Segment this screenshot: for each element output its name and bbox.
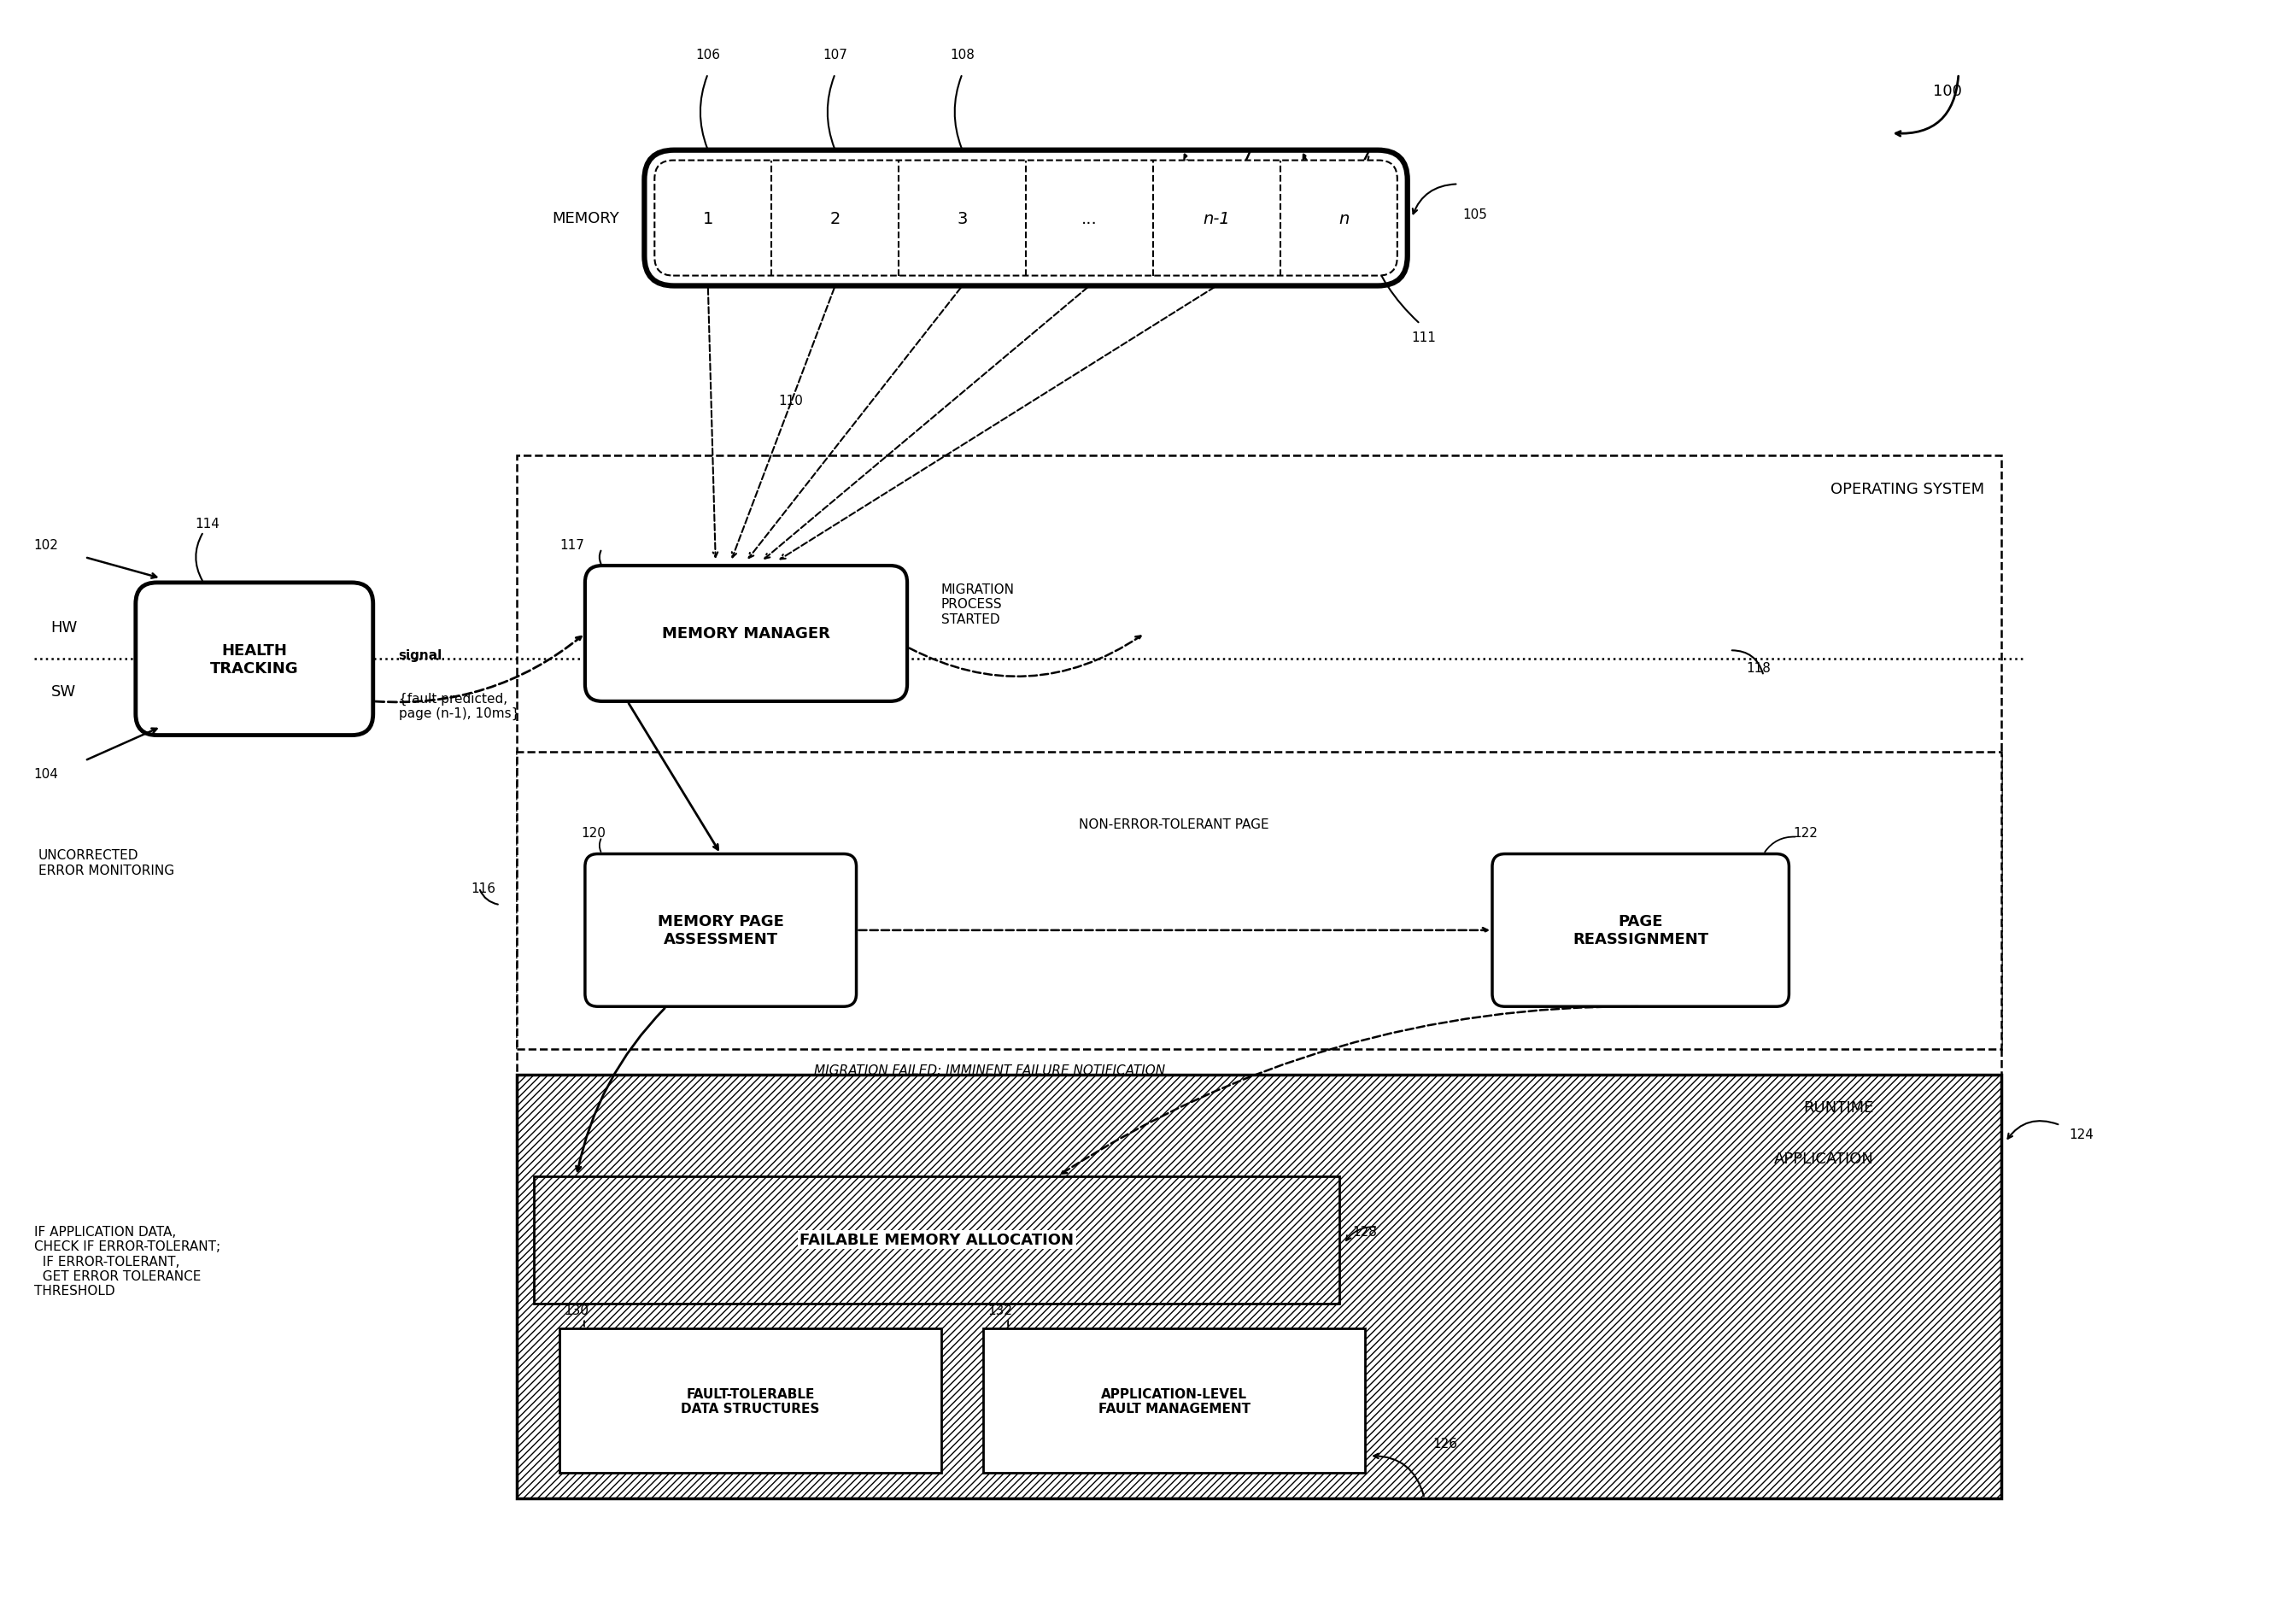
Text: 104: 104	[34, 768, 60, 781]
Text: UNCORRECTED
ERROR MONITORING: UNCORRECTED ERROR MONITORING	[39, 850, 174, 877]
FancyBboxPatch shape	[135, 583, 372, 736]
Bar	[560, 1328, 941, 1473]
Text: FAILABLE MEMORY ALLOCATION: FAILABLE MEMORY ALLOCATION	[799, 1232, 1075, 1248]
Bar	[517, 456, 2000, 1134]
Text: 122: 122	[1793, 827, 1818, 840]
Text: n-1: n-1	[1203, 210, 1231, 226]
Text: HEALTH
TRACKING: HEALTH TRACKING	[211, 642, 298, 676]
Text: NON-ERROR-TOLERANT PAGE: NON-ERROR-TOLERANT PAGE	[1079, 817, 1270, 830]
Text: APPLICATION: APPLICATION	[1775, 1152, 1874, 1166]
Text: 114: 114	[195, 517, 220, 530]
Text: 130: 130	[565, 1304, 588, 1317]
Text: 107: 107	[822, 50, 847, 63]
Text: IF APPLICATION DATA,
CHECK IF ERROR-TOLERANT;
  IF ERROR-TOLERANT,
  GET ERROR T: IF APPLICATION DATA, CHECK IF ERROR-TOLE…	[34, 1225, 220, 1298]
FancyBboxPatch shape	[654, 161, 1398, 276]
Text: 102: 102	[34, 538, 60, 551]
Text: MEMORY MANAGER: MEMORY MANAGER	[661, 626, 831, 642]
Bar	[535, 1176, 1339, 1304]
Text: MEMORY: MEMORY	[551, 210, 620, 226]
FancyBboxPatch shape	[585, 567, 907, 702]
Text: {fault predicted,
page (n-1), 10ms}: {fault predicted, page (n-1), 10ms}	[400, 692, 519, 719]
Text: 2: 2	[829, 210, 840, 226]
Text: 124: 124	[2069, 1127, 2094, 1140]
Text: 117: 117	[560, 538, 583, 551]
Text: 108: 108	[951, 50, 974, 63]
FancyBboxPatch shape	[585, 854, 856, 1007]
Text: HW: HW	[51, 620, 78, 634]
Text: MEMORY PAGE
ASSESSMENT: MEMORY PAGE ASSESSMENT	[657, 914, 783, 948]
Text: 128: 128	[1352, 1225, 1378, 1238]
Text: n: n	[1339, 210, 1350, 226]
Text: SW: SW	[51, 684, 76, 699]
FancyBboxPatch shape	[1492, 854, 1789, 1007]
Text: 3: 3	[957, 210, 967, 226]
Text: 110: 110	[778, 395, 804, 408]
Text: APPLICATION-LEVEL
FAULT MANAGEMENT: APPLICATION-LEVEL FAULT MANAGEMENT	[1097, 1388, 1251, 1415]
Text: 100: 100	[1933, 84, 1963, 100]
Text: PAGE
REASSIGNMENT: PAGE REASSIGNMENT	[1573, 914, 1708, 948]
Text: MIGRATION
PROCESS
STARTED: MIGRATION PROCESS STARTED	[941, 583, 1015, 626]
Text: ...: ...	[1081, 210, 1097, 226]
Bar	[983, 1328, 1366, 1473]
Text: 118: 118	[1747, 662, 1770, 675]
Text: OPERATING SYSTEM: OPERATING SYSTEM	[1830, 482, 1984, 496]
Text: MIGRATION FAILED: IMMINENT FAILURE NOTIFICATION: MIGRATION FAILED: IMMINENT FAILURE NOTIF…	[815, 1065, 1164, 1076]
Bar	[517, 1074, 2000, 1498]
Text: 132: 132	[987, 1304, 1013, 1317]
Text: FAULT-TOLERABLE
DATA STRUCTURES: FAULT-TOLERABLE DATA STRUCTURES	[682, 1388, 820, 1415]
Text: 120: 120	[581, 827, 606, 840]
Text: 105: 105	[1463, 209, 1488, 220]
Text: 116: 116	[471, 882, 496, 895]
Text: 126: 126	[1433, 1437, 1458, 1450]
Text: 106: 106	[696, 50, 721, 63]
Text: 111: 111	[1412, 331, 1437, 344]
Text: signal: signal	[400, 649, 443, 662]
Text: RUNTIME: RUNTIME	[1802, 1100, 1874, 1116]
Bar	[517, 753, 2000, 1049]
Text: 1: 1	[703, 210, 714, 226]
FancyBboxPatch shape	[645, 151, 1407, 286]
